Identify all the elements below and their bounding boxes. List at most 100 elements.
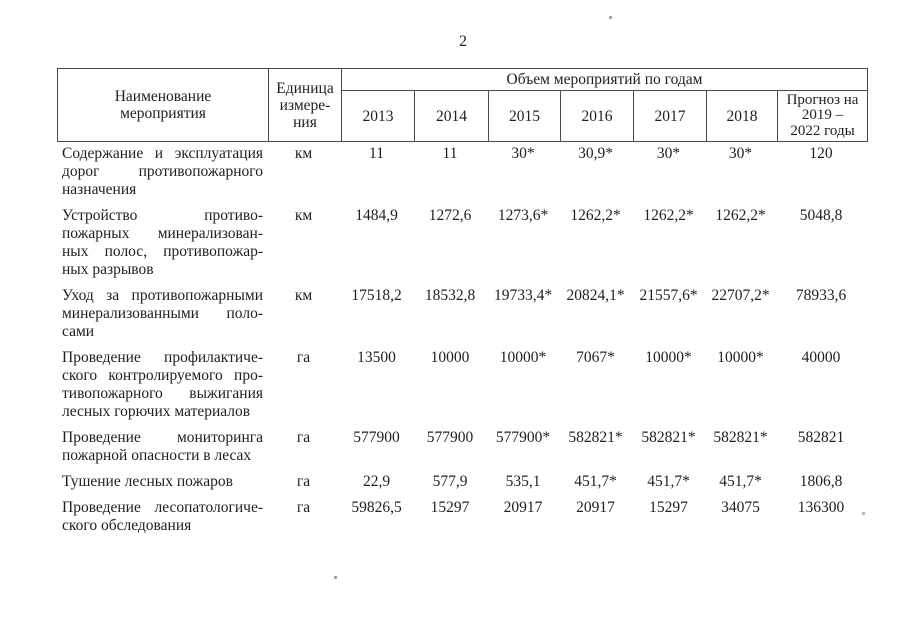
- activity-name-cell: Проведение мониторинга пожарной опасности…: [57, 429, 267, 465]
- value-cell: 30*: [728, 145, 753, 162]
- value-cell: 582821*: [568, 429, 623, 446]
- value-cell: 30*: [656, 145, 681, 162]
- value-cell: 451,7*: [719, 473, 762, 490]
- activity-name-line: ных разрывов: [62, 261, 154, 278]
- header-line: измере-: [279, 96, 331, 114]
- value-cell: 582821: [797, 429, 845, 446]
- value-cell: 20917: [503, 499, 543, 516]
- value-cell: 19733,4*: [493, 287, 553, 304]
- header-line: ния: [293, 113, 317, 131]
- header-cell-forecast: Прогноз на 2019 – 2022 годы: [777, 91, 867, 141]
- activity-name-cell: Проведение лесопатологиче-ского обследов…: [57, 499, 267, 535]
- activity-name-line: ского контролируемого про-: [62, 367, 263, 384]
- header-line: мероприятия: [120, 105, 206, 122]
- value-cell: 30,9*: [578, 145, 613, 162]
- activity-name-line: дорог противопожарного: [62, 163, 263, 180]
- activity-name-line: Устройство противо-: [62, 207, 263, 224]
- header-cell-unit: Единица измере- ния: [268, 69, 341, 141]
- activity-name-cell: Уход за противопожарными минерализованным…: [57, 287, 267, 341]
- activity-name-line: назначения: [62, 181, 137, 198]
- activity-name-line: Проведение профилактиче-: [62, 349, 263, 366]
- value-cell: 582821*: [713, 429, 768, 446]
- value-cell: 21557,6*: [639, 287, 698, 304]
- header-line: Наименование: [114, 88, 212, 105]
- activity-name-line: сами: [62, 323, 95, 340]
- header-cell-year-2018: 2018: [706, 91, 777, 141]
- page-number: 2: [459, 33, 467, 50]
- value-cell: 10000*: [499, 349, 547, 366]
- value-cell: 1484,9: [355, 207, 398, 224]
- value-cell: 120: [809, 145, 833, 162]
- activity-name-line: пожарных минерализован-: [62, 225, 263, 242]
- header-line: Единица: [276, 79, 334, 97]
- scan-artifact-dot: [862, 512, 865, 515]
- header-cell-year-2016: 2016: [560, 91, 633, 141]
- value-cell: 20824,1*: [566, 287, 625, 304]
- table-row: Проведение лесопатологиче-ского обследов…: [57, 499, 868, 535]
- value-cell: 1273,6*: [497, 207, 549, 224]
- scan-artifact-dot: [334, 576, 337, 579]
- table-row: Содержание и эксплуатация дорог противопо…: [57, 145, 868, 199]
- activity-name-line: Проведение мониторинга: [62, 429, 263, 446]
- value-cell: 22,9: [362, 473, 391, 490]
- value-cell: 78933,6: [795, 287, 847, 304]
- activity-name-cell: Содержание и эксплуатация дорог противопо…: [57, 145, 267, 199]
- header-line: Прогноз на: [786, 91, 859, 108]
- activity-name-line: пожарной опасности в лесах: [62, 447, 252, 464]
- value-cell: 136300: [797, 499, 845, 516]
- table-row: Уход за противопожарными минерализованным…: [57, 287, 868, 341]
- value-cell: 10000: [430, 349, 470, 366]
- activity-name-line: тивопожарного выжигания: [62, 385, 263, 402]
- activity-name-line: ского обследования: [62, 517, 192, 534]
- activity-name-line: ных полос, противопожар-: [62, 243, 263, 260]
- value-cell: 451,7*: [647, 473, 690, 490]
- header-cell-year-2014: 2014: [414, 91, 488, 141]
- value-cell: 451,7*: [574, 473, 617, 490]
- value-cell: 1272,6: [428, 207, 472, 224]
- value-cell: 11: [369, 145, 384, 162]
- value-cell: 1262,2*: [715, 207, 766, 224]
- value-cell: 577900: [353, 429, 400, 446]
- value-cell: 577,9: [432, 473, 468, 490]
- activity-name-cell: Тушение лесных пожаров: [57, 473, 267, 491]
- header-line: 2022 годы: [790, 122, 855, 139]
- value-cell: 582821*: [641, 429, 696, 446]
- activity-name-cell: Устройство противо-пожарных минерализова…: [57, 207, 267, 279]
- table-row: Проведение профилактиче-ского контролиру…: [57, 349, 868, 421]
- table-header: Наименование мероприятия Единица измере-…: [57, 68, 868, 142]
- value-cell: 18532,8: [424, 287, 476, 304]
- table-body: Содержание и эксплуатация дорог противопо…: [57, 142, 868, 535]
- table-row: Устройство противо-пожарных минерализова…: [57, 207, 868, 279]
- activity-name-line: Уход за противопожарными: [62, 287, 263, 304]
- scan-artifact-dot: [609, 16, 612, 19]
- header-cell-year-2017: 2017: [633, 91, 706, 141]
- value-cell: 30*: [511, 145, 535, 162]
- activities-table: Наименование мероприятия Единица измере-…: [57, 68, 868, 543]
- unit-cell: км: [294, 145, 313, 162]
- value-cell: 10000*: [645, 349, 692, 366]
- value-cell: 20917: [576, 499, 615, 516]
- value-cell: 22707,2*: [711, 287, 770, 304]
- value-cell: 1806,8: [799, 473, 843, 490]
- value-cell: 577900: [426, 429, 474, 446]
- value-cell: 7067*: [576, 349, 615, 366]
- value-cell: 34075: [721, 499, 760, 516]
- header-line: 2019 –: [801, 107, 844, 124]
- table-row: Проведение мониторинга пожарной опасности…: [57, 429, 868, 465]
- activity-name-line: лесных горючих материалов: [62, 403, 251, 420]
- value-cell: 15297: [430, 499, 470, 516]
- unit-cell: км: [294, 287, 313, 304]
- unit-cell: км: [294, 207, 313, 224]
- activity-name-line: минерализованными поло-: [62, 305, 263, 322]
- value-cell: 40000: [801, 349, 841, 366]
- value-cell: 577900*: [495, 429, 551, 446]
- activity-name-line: Проведение лесопатологиче-: [62, 499, 263, 516]
- unit-cell: га: [296, 349, 311, 366]
- value-cell: 11: [442, 145, 458, 162]
- value-cell: 15297: [649, 499, 688, 516]
- value-cell: 535,1: [505, 473, 541, 490]
- value-cell: 5048,8: [799, 207, 843, 224]
- activity-name-cell: Проведение профилактиче-ского контролиру…: [57, 349, 267, 421]
- value-cell: 13500: [357, 349, 396, 366]
